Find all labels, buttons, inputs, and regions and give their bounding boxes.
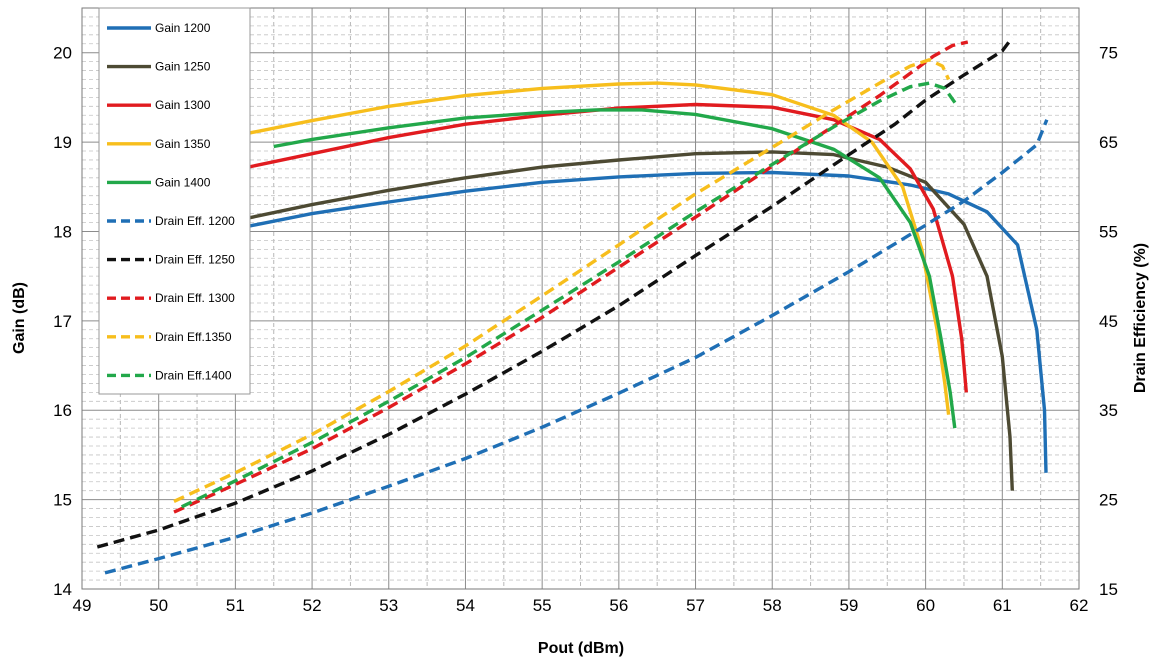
y2-tick-label: 45 <box>1099 312 1118 331</box>
legend-label: Gain 1250 <box>155 60 211 74</box>
legend: Gain 1200 Gain 1250 Gain 1300 Gain 1350 Gain… <box>98 7 251 395</box>
legend-label: Gain 1400 <box>155 175 211 189</box>
x-tick-label: 58 <box>763 596 782 615</box>
series-line-10 <box>180 81 958 509</box>
legend-label: Gain 1350 <box>155 137 211 151</box>
legend-label: Drain Eff.1400 <box>155 368 232 382</box>
x-tick-label: 61 <box>993 596 1012 615</box>
x-tick-label: 50 <box>149 596 168 615</box>
y2-tick-label: 35 <box>1099 401 1118 420</box>
series-line-1 <box>235 170 1048 473</box>
x-tick-label: 62 <box>1070 596 1089 615</box>
series-line-5 <box>273 108 957 429</box>
y-tick-label: 16 <box>53 401 72 420</box>
series-line-4 <box>235 81 951 415</box>
legend-label: Drain Eff. 1200 <box>155 214 235 228</box>
x-tick-label: 49 <box>73 596 92 615</box>
series-line-3 <box>235 102 968 393</box>
y2-tick-label: 65 <box>1099 133 1118 152</box>
x-tick-label: 59 <box>839 596 858 615</box>
y-axis-title: Gain (dB) <box>11 282 28 354</box>
x-tick-label: 55 <box>533 596 552 615</box>
plot-frame <box>81 7 1080 590</box>
y2-tick-label: 55 <box>1099 222 1118 241</box>
axes: 49 50 51 52 53 54 55 56 57 58 59 60 61 62 14 15 16 17 18 19… <box>53 7 1118 615</box>
x-tick-label: 53 <box>379 596 398 615</box>
y-tick-label: 15 <box>53 491 72 510</box>
x-tick-label: 57 <box>686 596 705 615</box>
legend-label: Drain Eff. 1300 <box>155 291 235 305</box>
y2-axis-title: Drain Efficiency (%) <box>1132 243 1149 393</box>
y-tick-label: 19 <box>53 133 72 152</box>
x-tick-label: 56 <box>609 596 628 615</box>
y-tick-label: 17 <box>53 312 72 331</box>
series-line-6 <box>104 119 1049 575</box>
series-line-2 <box>235 150 1014 491</box>
y-tick-label: 14 <box>53 580 72 599</box>
y2-tick-label: 15 <box>1099 580 1118 599</box>
x-tick-label: 60 <box>916 596 935 615</box>
legend-label: Gain 1200 <box>155 21 211 35</box>
x-tick-label: 54 <box>456 596 475 615</box>
series-lines <box>96 36 1049 575</box>
y2-tick-label: 25 <box>1099 491 1118 510</box>
legend-label: Drain Eff. 1250 <box>155 253 235 267</box>
legend-label: Drain Eff.1350 <box>155 330 232 344</box>
y2-tick-label: 75 <box>1099 44 1118 63</box>
y-tick-label: 20 <box>53 44 72 63</box>
legend-box <box>98 7 251 395</box>
x-axis-title: Pout (dBm) <box>538 640 624 657</box>
series-line-9 <box>173 58 951 503</box>
legend-label: Gain 1300 <box>155 98 211 112</box>
y-tick-label: 18 <box>53 222 72 241</box>
x-tick-label: 52 <box>303 596 322 615</box>
x-tick-label: 51 <box>226 596 245 615</box>
